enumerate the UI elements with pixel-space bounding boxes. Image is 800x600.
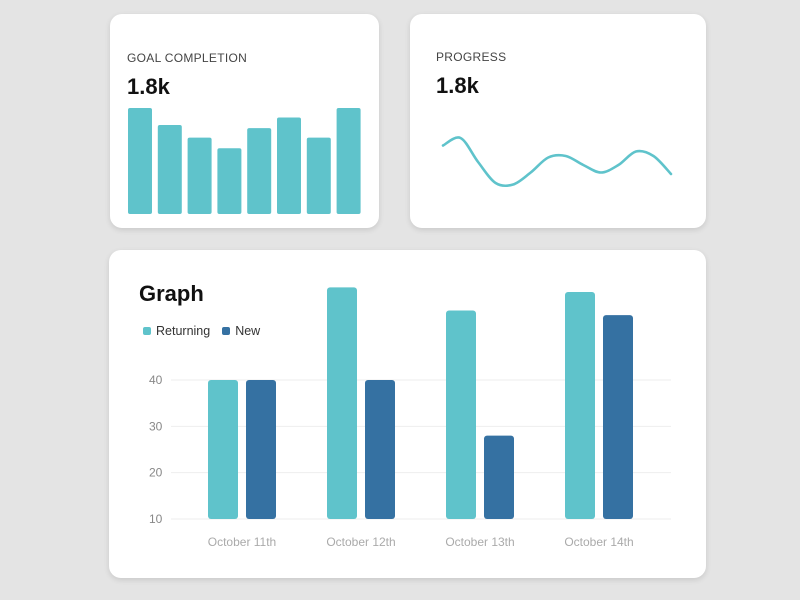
graph-legend: Returning New <box>143 324 260 338</box>
y-tick-label: 10 <box>149 512 163 526</box>
legend-item-returning: Returning <box>143 324 210 338</box>
legend-swatch-returning <box>143 327 151 335</box>
progress-label: PROGRESS <box>436 50 507 64</box>
y-tick-label: 20 <box>149 466 163 480</box>
bar-returning <box>446 310 476 519</box>
legend-swatch-new <box>222 327 231 335</box>
progress-chart <box>441 136 673 188</box>
bar-returning <box>327 287 357 519</box>
x-tick-label: October 14th <box>564 535 633 549</box>
bar-new <box>484 435 514 519</box>
goal-completion-card: GOAL COMPLETION 1.8k <box>110 14 379 228</box>
goal-bar <box>247 128 272 214</box>
goal-bar <box>157 124 182 214</box>
goal-bar <box>217 148 242 214</box>
goal-completion-chart <box>128 108 361 214</box>
progress-line <box>441 136 673 188</box>
goal-bar <box>336 108 361 214</box>
legend-label-returning: Returning <box>156 324 211 338</box>
graph-title: Graph <box>139 281 204 306</box>
goal-bar <box>128 108 152 214</box>
progress-card: PROGRESS 1.8k <box>410 14 706 228</box>
graph-card: Graph Returning New 10 20 30 40 October 11th… <box>109 250 706 578</box>
legend-item-new: New <box>222 324 260 338</box>
x-tick-label: October 12th <box>326 535 395 549</box>
y-tick-label: 40 <box>149 373 163 387</box>
goal-completion-value: 1.8k <box>127 74 170 99</box>
bar-new <box>365 380 395 519</box>
goal-completion-label: GOAL COMPLETION <box>127 51 248 65</box>
goal-bar <box>187 137 212 214</box>
bar-new <box>246 380 276 519</box>
goal-bar <box>306 137 331 214</box>
x-tick-label: October 13th <box>445 535 514 549</box>
y-tick-label: 30 <box>149 419 163 433</box>
goal-bar <box>277 117 301 214</box>
bar-returning <box>208 380 238 519</box>
x-tick-label: October 11th <box>208 535 276 549</box>
graph-chart: 10 20 30 40 October 11th October 12th October … <box>149 287 671 549</box>
bar-new <box>603 315 633 519</box>
legend-label-new: New <box>235 324 261 338</box>
progress-value: 1.8k <box>436 73 479 98</box>
bar-returning <box>565 291 595 519</box>
